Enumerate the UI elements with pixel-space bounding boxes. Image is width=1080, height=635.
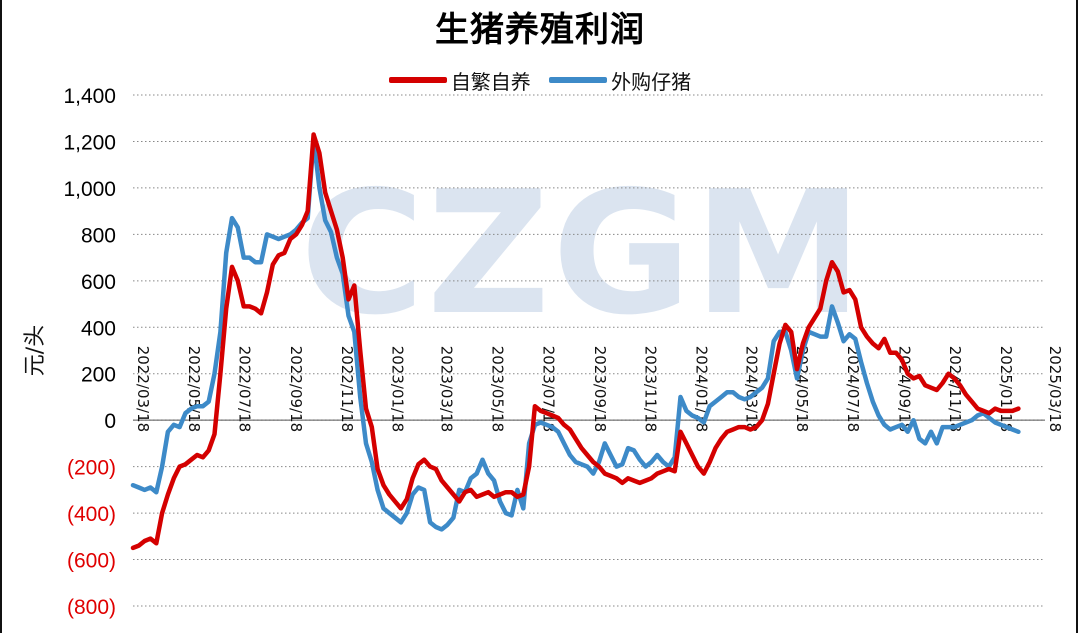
y-tick-label: 1,000 — [63, 178, 116, 201]
x-tick-label: 2023/07/18 — [539, 346, 557, 432]
x-tick-label: 2024/03/18 — [742, 346, 760, 432]
x-tick-label: 2024/09/18 — [895, 346, 913, 432]
x-tick-label: 2023/11/18 — [642, 346, 660, 432]
y-tick-label: 800 — [81, 224, 116, 247]
x-tick-label: 2025/03/18 — [1046, 346, 1064, 432]
series-line-self-breeding — [130, 132, 1021, 551]
x-tick-label: 2022/03/18 — [134, 346, 152, 432]
x-tick-label: 2022/07/18 — [236, 346, 254, 432]
x-tick-label: 2025/01/18 — [997, 346, 1015, 432]
y-tick-label: 0 — [104, 410, 116, 433]
legend: 自繁自养 外购仔猪 — [0, 64, 1080, 95]
x-tick-label: 2023/09/18 — [591, 346, 609, 432]
x-tick-label: 2023/05/18 — [488, 346, 506, 432]
y-tick-label: 1,400 — [63, 85, 116, 108]
chart-title: 生猪养殖利润 — [435, 10, 645, 50]
y-tick-label: 400 — [81, 317, 116, 340]
legend-label-purchased-piglets: 外购仔猪 — [611, 69, 692, 94]
y-axis-title: 元/头 — [23, 325, 48, 376]
y-tick-label: (200) — [67, 457, 116, 480]
x-tick-label: 2023/03/18 — [438, 346, 456, 432]
y-tick-label: (600) — [67, 550, 116, 573]
legend-item-self-breeding: 自繁自养 — [388, 66, 531, 95]
y-tick-label: (800) — [67, 596, 116, 619]
legend-swatch-self-breeding — [388, 77, 447, 83]
x-tick-label: 2022/09/18 — [287, 346, 305, 432]
x-tick-label: 2024/11/18 — [946, 346, 964, 432]
x-tick-label: 2024/07/18 — [844, 346, 862, 432]
legend-item-purchased-piglets: 外购仔猪 — [549, 66, 691, 95]
y-tick-label: 1,200 — [63, 131, 116, 154]
legend-swatch-purchased-piglets — [549, 77, 608, 83]
legend-label-self-breeding: 自繁自养 — [450, 69, 531, 94]
x-tick-label: 2023/01/18 — [389, 346, 407, 432]
y-tick-label: (400) — [67, 503, 116, 526]
y-tick-label: 200 — [81, 364, 116, 387]
series-line-purchased-piglets — [130, 136, 1021, 532]
x-tick-label: 2022/05/18 — [185, 346, 203, 432]
y-tick-label: 600 — [81, 271, 116, 294]
x-tick-label: 2022/11/18 — [338, 346, 356, 432]
